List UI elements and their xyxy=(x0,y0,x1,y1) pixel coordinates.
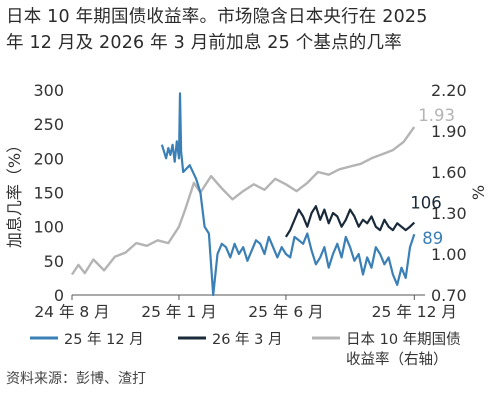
x-tick-label: 25 年 6 月 xyxy=(248,303,323,321)
y-left-tick-label: 150 xyxy=(33,184,64,203)
source-note: 资料来源：彭博、渣打 xyxy=(6,371,146,387)
y-left-tick-label: 50 xyxy=(44,252,64,271)
y-right-tick-label: 2.20 xyxy=(431,81,467,100)
series-lines xyxy=(71,92,416,297)
title-line-1: 日本 10 年期国债收益率。市场隐含日本央行在 2025 xyxy=(6,7,428,27)
dec25-probability-line xyxy=(160,92,416,297)
legend-dec25-label: 25 年 12 月 xyxy=(64,331,144,348)
jgb-yield-line xyxy=(71,126,416,276)
y-right-tick-label: 1.90 xyxy=(431,122,467,141)
y-left-tick-label: 100 xyxy=(33,218,64,237)
legend-jgb-label: 日本 10 年期国债 xyxy=(346,331,461,348)
y-right-axis-title: % xyxy=(469,185,488,200)
dec25-end-label: 89 xyxy=(422,229,443,248)
x-tick-label: 24 年 8 月 xyxy=(34,303,109,321)
jgb-end-label: 1.93 xyxy=(418,106,455,125)
y-right-tick-label: 0.70 xyxy=(431,286,467,305)
legend-jgb-label-line2: 收益率（右轴） xyxy=(346,351,448,368)
y-left-tick-label: 200 xyxy=(33,149,64,168)
end-labels: 1.93 89 106 xyxy=(410,106,455,248)
mar26-end-label: 106 xyxy=(410,194,442,213)
y-left-tick-label: 300 xyxy=(33,81,64,100)
y-left-tick-label: 0 xyxy=(54,286,64,305)
axis-frame xyxy=(71,294,425,300)
x-tick-label: 25 年 1 月 xyxy=(141,303,216,321)
chart-title: 日本 10 年期国债收益率。市场隐含日本央行在 2025 年 12 月及 202… xyxy=(6,4,490,56)
y-right-tick-label: 1.00 xyxy=(431,245,467,264)
title-line-2: 年 12 月及 2026 年 3 月前加息 25 个基点的几率 xyxy=(6,33,402,53)
y-left-tick-label: 250 xyxy=(33,115,64,134)
axis-labels: 0 50 100 150 200 250 300 0.70 1.00 1.30 1.60 1.90 2.… xyxy=(5,81,488,321)
legend: 25 年 12 月 26 年 3 月 日本 10 年期国债收益率（右轴） xyxy=(30,331,461,368)
mar26-probability-line xyxy=(284,205,416,238)
y-right-tick-label: 1.30 xyxy=(431,204,467,223)
x-tick-label: 25 年 12 月 xyxy=(372,303,457,321)
legend-mar26-label: 26 年 3 月 xyxy=(212,331,283,348)
y-left-axis-title: 加息几率（%） xyxy=(5,137,24,248)
y-right-tick-label: 1.60 xyxy=(431,163,467,182)
